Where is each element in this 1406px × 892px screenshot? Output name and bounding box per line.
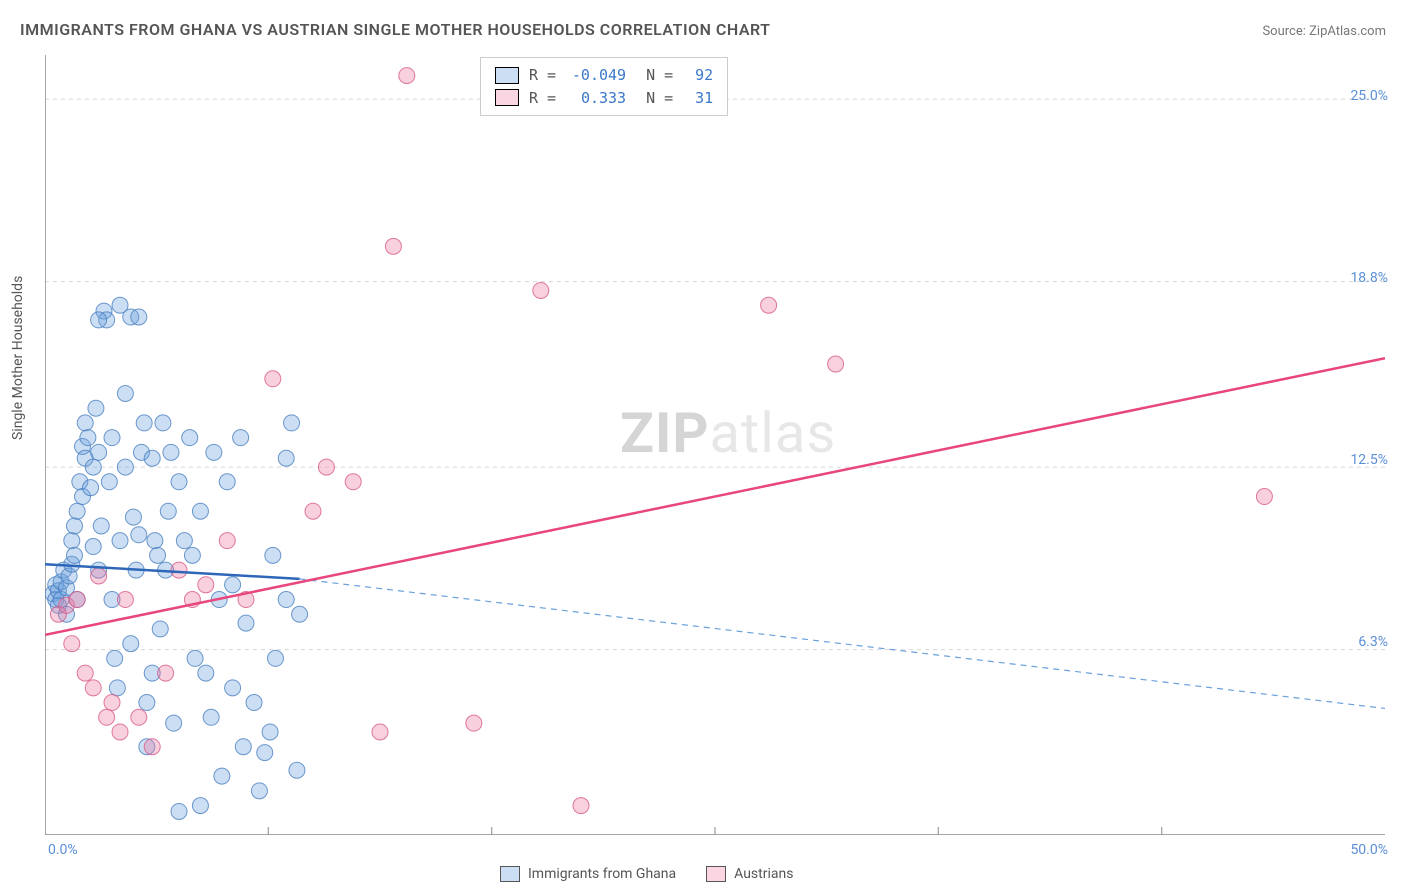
- y-tick-18-8: 18.8%: [1350, 270, 1388, 286]
- chart-container: IMMIGRANTS FROM GHANA VS AUSTRIAN SINGLE…: [0, 0, 1406, 892]
- legend-row-austrians: R = 0.333 N = 31: [495, 87, 713, 110]
- watermark: ZIPatlas: [620, 400, 836, 466]
- x-tick-50: 50.0%: [1350, 842, 1388, 858]
- legend-label-austrians: Austrians: [734, 866, 793, 882]
- legend-item-austrians: Austrians: [706, 866, 793, 882]
- chart-title: IMMIGRANTS FROM GHANA VS AUSTRIAN SINGLE…: [20, 20, 771, 39]
- n-value-austrians: 31: [683, 87, 713, 110]
- y-tick-12-5: 12.5%: [1350, 452, 1388, 468]
- x-tick-0: 0.0%: [48, 842, 78, 858]
- legend-row-ghana: R = -0.049 N = 92: [495, 64, 713, 87]
- source-label: Source:: [1262, 24, 1305, 39]
- source-value: ZipAtlas.com: [1309, 24, 1386, 39]
- y-axis-label: Single Mother Households: [10, 276, 26, 440]
- watermark-bold: ZIP: [620, 400, 709, 466]
- legend-label-ghana: Immigrants from Ghana: [528, 866, 676, 882]
- y-tick-25: 25.0%: [1350, 88, 1388, 104]
- r-value-austrians: 0.333: [566, 87, 626, 110]
- swatch-pink: [495, 89, 519, 106]
- swatch-blue-icon: [500, 866, 520, 882]
- source-attribution: Source: ZipAtlas.com: [1262, 24, 1386, 39]
- watermark-light: atlas: [709, 400, 836, 466]
- legend-item-ghana: Immigrants from Ghana: [500, 866, 676, 882]
- swatch-blue: [495, 67, 519, 84]
- correlation-legend: R = -0.049 N = 92 R = 0.333 N = 31: [480, 57, 728, 116]
- r-value-ghana: -0.049: [566, 64, 626, 87]
- y-tick-6-3: 6.3%: [1358, 634, 1388, 650]
- swatch-pink-icon: [706, 866, 726, 882]
- n-value-ghana: 92: [683, 64, 713, 87]
- series-legend: Immigrants from Ghana Austrians: [500, 866, 793, 882]
